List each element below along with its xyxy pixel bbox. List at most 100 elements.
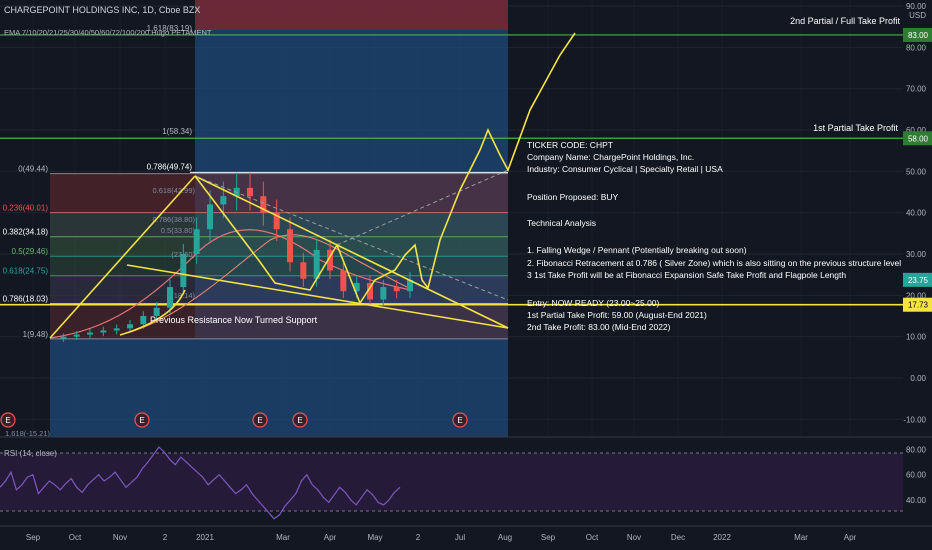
time-tick-label: Nov [627,533,641,542]
candle-body [60,336,67,339]
candle-body [140,316,147,325]
fib-small-label: 0.618(42.99) [152,186,195,195]
earnings-marker[interactable]: E [0,412,16,428]
analysis-line: Company Name: ChargePoint Holdings, Inc. [527,152,694,162]
fib-retracement-label: 1(9.48) [23,330,49,339]
support-curve [119,289,186,336]
candle-body [353,282,360,292]
candle-body [247,187,253,197]
earnings-circle [134,412,150,428]
ema-label: EMA 7/10/20/21/25/30/40/50/60/72/100/200… [4,28,212,37]
target-label-1st: 1st Partial Take Profit [813,123,898,133]
time-tick-label: Mar [794,533,808,542]
time-tick-label: May [367,533,382,542]
rsi-label: RSI (14, close) [4,449,57,458]
fib-small-label: 0.5(33.80) [161,226,196,235]
rsi-axis-ticks: 80.00 60.00 40.00 [906,446,927,505]
earnings-marker[interactable]: E [452,412,468,428]
earnings-circle [452,412,468,428]
time-tick-label: Apr [844,533,857,542]
time-tick-label: Aug [498,533,512,542]
price-axis-badges: 83.00 58.00 23.75 17.73 [903,27,932,312]
projection-zone-red-top [195,0,508,30]
earnings-letter: E [457,416,462,425]
fib-extension-label: 1(58.34) [162,127,192,136]
candle-body [260,196,267,213]
price-tick-label: 90.00 [906,2,927,11]
fib-retracement-label: 0.786(18.03) [3,294,49,303]
candle-body [167,287,173,308]
candle-body [207,204,213,230]
time-axis-ticks: Sep Oct Nov 2 2021 Mar Apr May 2 Jul Aug Sep Oct Nov D… [26,533,857,542]
earnings-marker[interactable]: E [292,412,308,428]
rsi-band [0,453,903,511]
analysis-line: 3 1st Take Profit will be at Fibonacci E… [527,270,846,280]
earnings-marker[interactable]: E [252,412,268,428]
price-tick-label: 30.00 [906,250,927,259]
analysis-line: TICKER CODE: CHPT [527,140,613,150]
candle-body [113,328,120,331]
price-badge-label: 83.00 [908,31,929,40]
price-tick-label: 40.00 [906,209,927,218]
fib-diagonal-1 [194,175,509,301]
analysis-line: Position Proposed: BUY [527,192,619,202]
candle-body [220,196,227,205]
chart-title: CHARGEPOINT HOLDINGS INC, 1D, Cboe BZX [4,5,200,15]
fib-band [50,173,508,213]
time-tick-label: Apr [324,533,337,542]
fib-retracement-label: 0(49.44) [18,165,48,174]
time-tick-label: 2022 [713,533,731,542]
analysis-line: Industry: Consumer Cyclical | Specialty … [527,164,723,174]
rsi-tick-label: 40.00 [906,496,927,505]
candle-body [287,229,293,263]
price-axis-ticks: 90.00 80.00 70.00 60.00 50.00 40.00 30.00 20.00… [903,2,926,424]
fib-small-label: 1.618(-15.21) [5,429,51,438]
earnings-marker[interactable]: E [134,412,150,428]
analysis-line: Entry: NOW READY (23.00~25.00) [527,298,660,308]
candle-body [313,249,320,279]
price-badge [903,27,932,42]
fib-retracement-label: 0.5(29.46) [12,247,49,256]
rsi-line [0,446,401,520]
analysis-text-block: TICKER CODE: CHPT Company Name: ChargePoi… [527,140,901,332]
wedge-lower-line [126,264,509,329]
rsi-tick-label: 80.00 [906,446,927,455]
earnings-letter: E [139,416,144,425]
analysis-line: 2nd Take Profit: 83.00 (Mid-End 2022) [527,322,671,332]
fib-retracement-label: 0.236(40.01) [3,204,49,213]
price-tick-label: 50.00 [906,167,927,176]
price-tick-label: 20.00 [906,291,927,300]
candle-body [87,332,93,335]
time-tick-label: Oct [69,533,82,542]
price-badge [903,131,932,146]
price-tick-label: -10.00 [903,415,926,424]
price-badge [903,272,932,287]
fib-bands [50,173,508,340]
price-badge [903,297,932,312]
analysis-line: 1st Partial Take Profit: 59.00 (August-E… [527,310,707,320]
earnings-letter: E [297,416,302,425]
price-tick-label: 0.00 [910,374,926,383]
candle-body [180,254,187,288]
time-tick-label: 2 [163,533,168,542]
time-tick-label: 2021 [196,533,214,542]
time-tick-label: Sep [26,533,41,542]
projection-zone-blue-left [50,338,195,437]
analysis-line: 2. Fibonacci Retracement at 0.786 ( Silv… [527,258,901,268]
time-tick-label: Sep [541,533,556,542]
time-tick-label: Mar [276,533,290,542]
time-tick-label: 2 [416,533,421,542]
price-tick-label: 80.00 [906,43,927,52]
price-tick-label: 10.00 [906,333,927,342]
rsi-tick-label: 60.00 [906,471,927,480]
candle-body [73,334,80,337]
candle-body [327,249,333,271]
price-axis-currency: USD [909,11,926,20]
candle-body [193,229,200,255]
price-badge-label: 58.00 [908,134,929,143]
fib-band [50,236,508,257]
ema-curve-red [49,229,411,339]
price-badge-label: 23.75 [908,276,929,285]
